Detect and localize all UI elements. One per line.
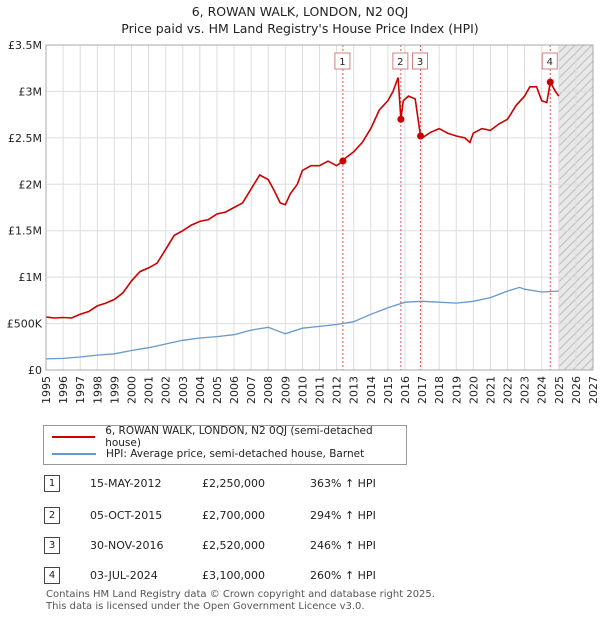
- transaction-point: [546, 78, 554, 86]
- x-tick-label: 2019: [450, 376, 463, 404]
- x-tick-label: 2006: [228, 376, 241, 404]
- plot-border: [45, 44, 594, 371]
- transaction-label: 4: [547, 57, 553, 68]
- transaction-number: 1: [44, 475, 60, 492]
- x-tick-label: 2003: [177, 376, 190, 404]
- x-tick-label: 2023: [519, 376, 532, 404]
- chart-title: 6, ROWAN WALK, LONDON, N2 0QJ: [191, 4, 409, 19]
- x-tick-label: 2013: [348, 376, 361, 404]
- x-tick-label: 2017: [416, 376, 429, 404]
- x-tick-label: 2008: [262, 376, 275, 404]
- transaction-label: 2: [397, 57, 403, 68]
- y-tick-label: £3.5M: [8, 39, 42, 52]
- property-price-line: [45, 77, 560, 319]
- transaction-date: 03-JUL-2024: [90, 569, 158, 582]
- transaction-number: 4: [44, 567, 60, 584]
- y-tick-label: £500K: [7, 318, 43, 331]
- transaction-date: 05-OCT-2015: [90, 509, 163, 522]
- x-tick-label: 2001: [143, 376, 156, 404]
- legend-hpi: HPI: Average price, semi-detached house,…: [52, 446, 364, 462]
- transaction-hpi-diff: 260% ↑ HPI: [310, 569, 376, 582]
- x-tick-label: 2009: [279, 376, 292, 404]
- transaction-label: 3: [417, 57, 423, 68]
- x-tick-label: 2016: [399, 376, 412, 404]
- chart-legend: 6, ROWAN WALK, LONDON, N2 0QJ (semi-deta…: [43, 425, 407, 465]
- transaction-price: £2,520,000: [202, 539, 265, 552]
- x-tick-label: 1998: [91, 376, 104, 404]
- y-tick-label: £0: [28, 364, 42, 377]
- x-tick-label: 2000: [125, 376, 138, 404]
- legend-property-label: 6, ROWAN WALK, LONDON, N2 0QJ (semi-deta…: [105, 425, 373, 449]
- transaction-price: £2,700,000: [202, 509, 265, 522]
- legend-property: 6, ROWAN WALK, LONDON, N2 0QJ (semi-deta…: [52, 425, 406, 449]
- x-tick-label: 2014: [365, 376, 378, 404]
- x-tick-label: 1995: [40, 376, 53, 404]
- transaction-label-box: [412, 52, 429, 70]
- transaction-number: 2: [44, 507, 60, 524]
- y-tick-label: £1.5M: [8, 225, 42, 238]
- y-tick-label: £3M: [19, 85, 43, 98]
- y-tick-label: £2.5M: [8, 132, 42, 145]
- x-tick-label: 2005: [211, 376, 224, 404]
- chart-subtitle: Price paid vs. HM Land Registry's House …: [121, 21, 479, 36]
- transaction-number: 3: [44, 537, 60, 554]
- x-tick-label: 2018: [433, 376, 446, 404]
- x-tick-label: 2015: [382, 376, 395, 404]
- x-tick-label: 2011: [314, 376, 327, 404]
- price-chart: 1 2 3 4 £0 £500K £1M £1.5M £2M £2.5M £3M £3.5M 1995 1…: [7, 39, 600, 404]
- legend-hpi-swatch: [52, 453, 96, 455]
- transaction-hpi-diff: 363% ↑ HPI: [310, 477, 376, 490]
- x-tick-label: 2026: [570, 376, 583, 404]
- transaction-label: 1: [339, 57, 345, 68]
- transaction-hpi-diff: 294% ↑ HPI: [310, 509, 376, 522]
- transaction-label-box: [392, 52, 409, 70]
- transaction-label-box: [541, 52, 558, 70]
- x-tick-label: 2002: [160, 376, 173, 404]
- transaction-point: [397, 115, 405, 123]
- x-tick-label: 2022: [502, 376, 515, 404]
- x-tick-label: 2027: [587, 376, 600, 404]
- transaction-date: 15-MAY-2012: [90, 477, 162, 490]
- x-tick-label: 2007: [245, 376, 258, 404]
- transaction-price: £2,250,000: [202, 477, 265, 490]
- x-tick-label: 2012: [331, 376, 344, 404]
- transaction-point: [339, 157, 347, 165]
- x-tick-label: 2004: [194, 376, 207, 404]
- x-tick-label: 2010: [296, 376, 309, 404]
- x-tick-label: 2025: [553, 376, 566, 404]
- transaction-point: [417, 132, 425, 140]
- x-tick-label: 2021: [484, 376, 497, 404]
- y-tick-label: £2M: [19, 178, 43, 191]
- x-tick-label: 2020: [467, 376, 480, 404]
- x-tick-label: 1997: [74, 376, 87, 404]
- x-tick-label: 2024: [536, 376, 549, 404]
- legend-hpi-label: HPI: Average price, semi-detached house,…: [106, 448, 365, 460]
- legend-property-swatch: [52, 436, 96, 438]
- x-tick-label: 1999: [108, 376, 121, 404]
- footer-copyright: Contains HM Land Registry data © Crown c…: [46, 589, 435, 600]
- y-tick-label: £1M: [19, 271, 43, 284]
- transaction-price: £3,100,000: [202, 569, 265, 582]
- x-tick-label: 1996: [57, 376, 70, 404]
- transaction-hpi-diff: 246% ↑ HPI: [310, 539, 376, 552]
- transaction-date: 30-NOV-2016: [90, 539, 164, 552]
- footer-licence: This data is licensed under the Open Gov…: [46, 601, 365, 612]
- hpi-line: [45, 286, 559, 360]
- transaction-label-box: [334, 52, 351, 70]
